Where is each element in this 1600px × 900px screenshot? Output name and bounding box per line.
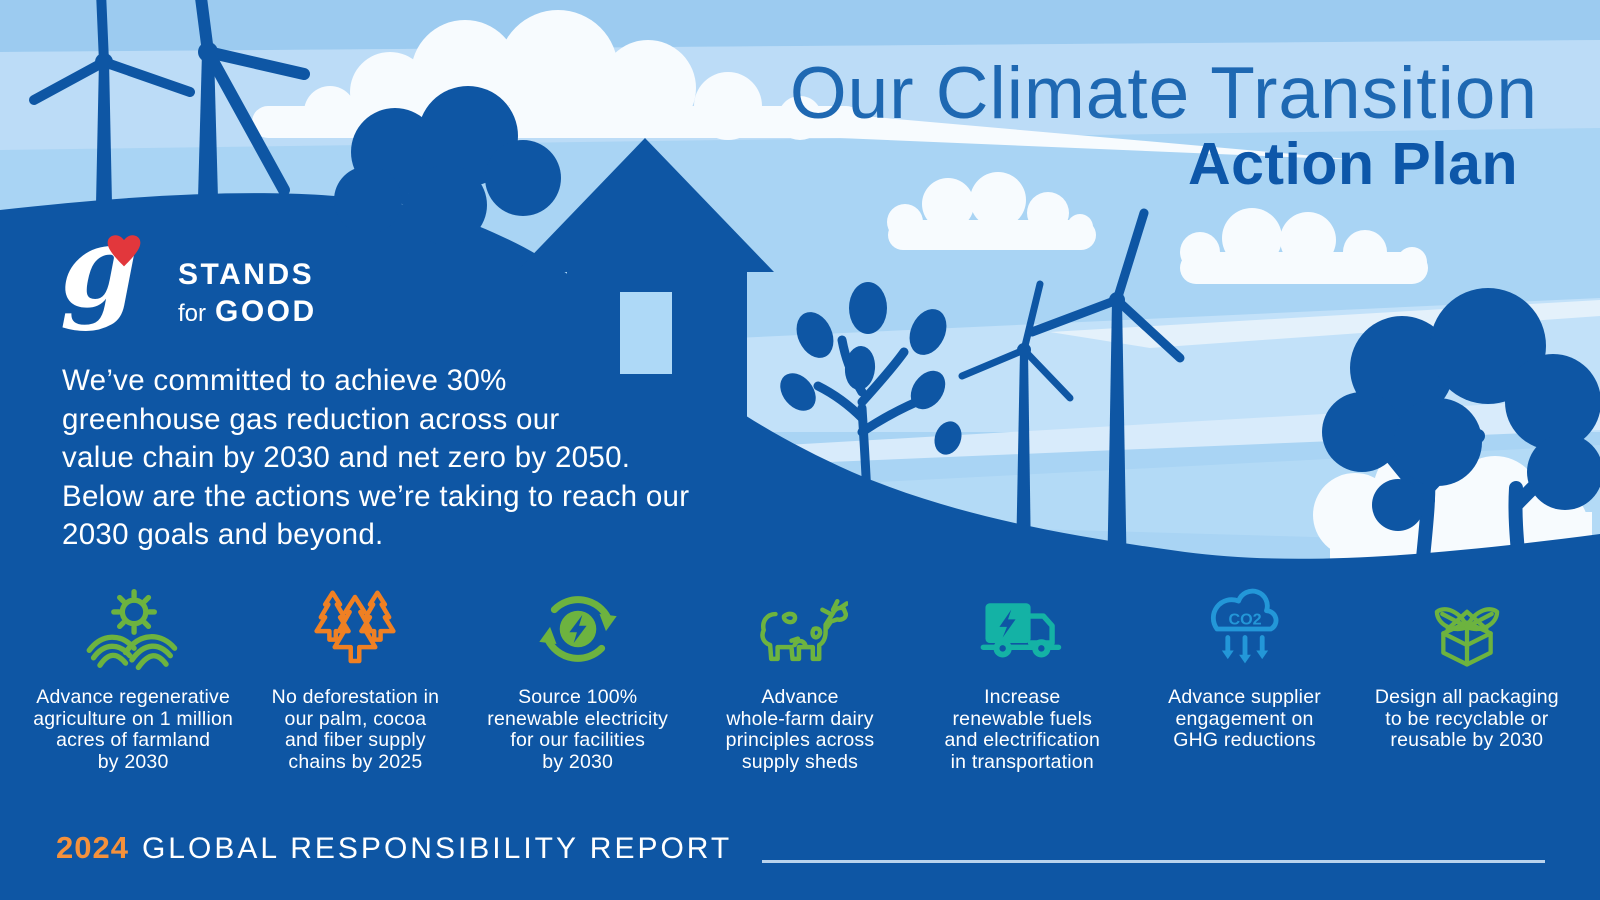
footer: 2024 GLOBAL RESPONSIBILITY REPORT [56,830,1600,870]
logo-text: STANDS for GOOD [178,258,317,329]
action-label: Advance supplier engagement on GHG reduc… [1168,686,1321,751]
dairy-cow-icon [752,584,848,672]
heart-icon [107,235,141,267]
action-packaging: Design all packaging to be recyclable or… [1356,584,1578,752]
wind-turbine-icon [958,280,1074,560]
house-window [620,292,672,374]
co2-cloud-icon: CO2 [1201,584,1289,672]
svg-text:CO2: CO2 [1228,611,1261,629]
action-label: Increase renewable fuels and electrifica… [944,686,1101,773]
house [516,138,774,480]
action-label: Source 100% renewable electricity for ou… [487,686,669,773]
trees-right [1322,288,1600,607]
no-deforestation-icon [307,584,403,672]
action-transportation: Increase renewable fuels and electrifica… [911,584,1133,773]
action-renewable-electricity: Source 100% renewable electricity for ou… [467,584,689,773]
logo-for: for [178,299,207,327]
trees-left [334,86,561,256]
wind-turbine-icon [1027,208,1185,585]
regenerative-agriculture-icon [85,584,181,672]
action-label: No deforestation in our palm, cocoa and … [271,686,440,773]
footer-report-title: GLOBAL RESPONSIBILITY REPORT [141,832,733,865]
title-line-1: Our Climate Transition [789,53,1538,134]
action-no-deforestation: No deforestation in our palm, cocoa and … [244,584,466,773]
intro-paragraph: We’ve committed to achieve 30% greenhous… [62,364,690,551]
logo-forgood: for GOOD [178,295,317,329]
title-block: Our Climate Transition Action Plan [789,53,1538,197]
wind-turbines-midfield [958,208,1185,585]
footer-rule [762,860,1545,863]
title-line-2: Action Plan [1187,130,1518,197]
electric-truck-icon [978,584,1066,672]
logo-stands: STANDS [178,258,315,291]
actions-row: Advance regenerative agriculture on 1 mi… [22,584,1578,773]
sapling [780,282,962,523]
brand-logo: g STANDS for GOOD [60,206,317,338]
packaging-icon [1423,584,1511,672]
action-label: Design all packaging to be recyclable or… [1374,686,1559,751]
action-regenerative-agriculture: Advance regenerative agriculture on 1 mi… [22,584,244,773]
action-supplier-engagement: CO2 Advance supplier engagement on GHG r… [1133,584,1355,752]
renewable-electricity-icon [534,584,622,672]
action-label: Advance whole-farm dairy principles acro… [725,686,875,773]
footer-year: 2024 [56,830,129,865]
action-label: Advance regenerative agriculture on 1 mi… [33,686,234,773]
logo-good: GOOD [215,294,317,328]
hill-foreground [0,193,1600,900]
cloud-mid-right [887,172,1096,250]
g-glyph: g [60,202,139,333]
g-logo-icon: g [60,206,172,338]
action-dairy: Advance whole-farm dairy principles acro… [689,584,911,773]
